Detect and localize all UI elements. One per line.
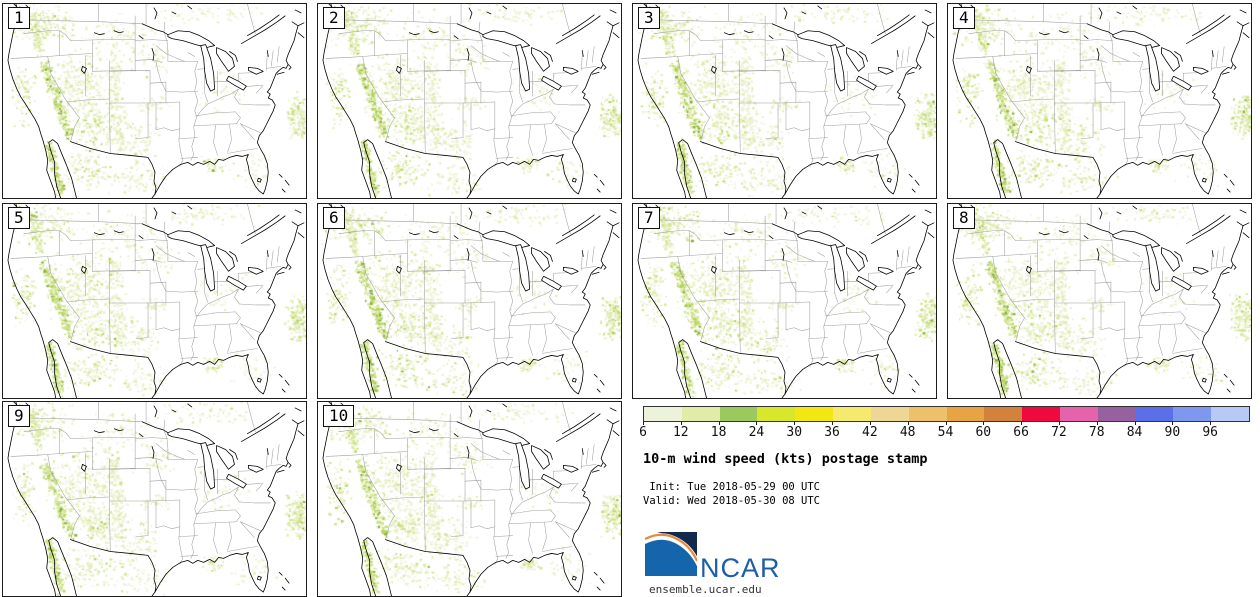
init-time-label: Init: Tue 2018-05-29 00 UTC <box>643 481 821 493</box>
member-number-label: 4 <box>953 7 975 29</box>
valid-time-label: Valid: Wed 2018-05-30 08 UTC <box>643 495 821 507</box>
ncar-logo-text: NCAR <box>700 553 781 583</box>
member-number-label: 5 <box>8 207 30 229</box>
wind-speed-shading-canvas <box>633 4 936 198</box>
colorbar-tick-label: 60 <box>975 425 992 440</box>
ensemble-member-panel: 5 <box>2 203 307 399</box>
colorbar-tickmark <box>1058 421 1060 425</box>
colorbar-tick-label: 36 <box>824 425 840 440</box>
member-number-label: 2 <box>323 7 345 29</box>
colorbar-tickmark <box>1021 421 1023 425</box>
member-number-label: 3 <box>638 7 660 29</box>
wind-speed-shading-canvas <box>318 4 621 198</box>
ncar-logo-icon <box>645 532 697 576</box>
colorbar-tick-label: 12 <box>672 425 689 440</box>
colorbar-tick-label: 54 <box>937 425 954 440</box>
colorbar-segment <box>1097 407 1136 421</box>
site-url: ensemble.ucar.edu <box>649 583 762 596</box>
colorbar-segment <box>719 407 758 421</box>
ensemble-member-panel: 8 <box>947 203 1252 399</box>
colorbar-tickmark <box>832 421 834 425</box>
wind-speed-shading-canvas <box>3 4 306 198</box>
colorbar-segment <box>946 407 985 421</box>
member-number-label: 1 <box>8 7 30 29</box>
ensemble-member-panel: 6 <box>317 203 622 399</box>
colorbar-tickmark <box>1134 421 1136 425</box>
us-basemap <box>7 402 305 596</box>
colorbar-tick-label: 24 <box>748 425 765 440</box>
colorbar-tick-label: 30 <box>786 425 803 440</box>
ensemble-member-panel: 3 <box>632 3 937 199</box>
colorbar-tick-label: 90 <box>1164 425 1181 440</box>
us-basemap <box>7 4 305 198</box>
colorbar-segment <box>1173 407 1212 421</box>
wind-speed-shading-canvas <box>3 204 306 398</box>
colorbar-tick-label: 66 <box>1013 425 1029 440</box>
colorbar-tickmark <box>794 421 796 425</box>
colorbar-segment <box>833 407 871 421</box>
colorbar-tickmark <box>680 421 682 425</box>
colorbar-segment <box>908 407 947 421</box>
colorbar-tick-label: 48 <box>899 425 916 440</box>
us-basemap <box>7 204 305 398</box>
ensemble-member-panel: 4 <box>947 3 1252 199</box>
colorbar-segment <box>1059 407 1098 421</box>
wind-speed-shading-canvas <box>3 402 306 596</box>
us-basemap <box>637 204 935 398</box>
colorbar-segment <box>984 407 1023 421</box>
colorbar-segment <box>1022 407 1060 421</box>
colorbar-tickmark <box>643 421 644 425</box>
member-number-label: 9 <box>8 405 30 427</box>
wind-speed-shading-canvas <box>318 402 621 596</box>
ensemble-member-panel: 2 <box>317 3 622 199</box>
colorbar-tickmark <box>718 421 720 425</box>
wind-speed-shading-canvas <box>948 4 1251 198</box>
member-number-label: 8 <box>953 207 975 229</box>
colorbar <box>643 406 1250 422</box>
colorbar-segment <box>681 407 720 421</box>
colorbar-tick-label: 42 <box>862 425 878 440</box>
colorbar-segment <box>644 407 682 421</box>
ensemble-member-panel: 10 <box>317 401 622 597</box>
colorbar-tickmark <box>756 421 758 425</box>
colorbar-segment <box>757 407 796 421</box>
colorbar-tickmark <box>907 421 909 425</box>
colorbar-segment <box>870 407 909 421</box>
colorbar-tick-label: 72 <box>1051 425 1067 440</box>
colorbar-tickmark <box>1210 421 1212 425</box>
us-basemap <box>952 4 1250 198</box>
ensemble-member-panel: 1 <box>2 3 307 199</box>
member-number-label: 6 <box>323 207 345 229</box>
colorbar-tick-label: 6 <box>639 425 647 440</box>
us-basemap <box>952 204 1250 398</box>
colorbar-tick-label: 78 <box>1088 425 1105 440</box>
member-number-label: 10 <box>323 405 355 427</box>
us-basemap <box>322 204 620 398</box>
colorbar-segment <box>795 407 834 421</box>
colorbar-tick-label: 84 <box>1126 425 1143 440</box>
colorbar-tickmark <box>1172 421 1174 425</box>
product-title: 10-m wind speed (kts) postage stamp <box>643 451 928 467</box>
colorbar-tickmark <box>1096 421 1098 425</box>
member-number-label: 7 <box>638 207 660 229</box>
colorbar-tickmark <box>945 421 947 425</box>
colorbar-tickmark <box>983 421 985 425</box>
colorbar-tick-label: 18 <box>710 425 727 440</box>
ensemble-member-panel: 9 <box>2 401 307 597</box>
wind-speed-shading-canvas <box>318 204 621 398</box>
us-basemap <box>322 4 620 198</box>
us-basemap <box>322 402 620 596</box>
ensemble-member-panel: 7 <box>632 203 937 399</box>
us-basemap <box>637 4 935 198</box>
wind-speed-shading-canvas <box>948 204 1251 398</box>
colorbar-segment <box>1135 407 1174 421</box>
colorbar-tick-label: 96 <box>1202 425 1219 440</box>
legend-block: 6 12 18 24 30 36 42 48 54 60 66 72 78 84 90 96 10-m win… <box>632 401 1260 597</box>
wind-speed-shading-canvas <box>633 204 936 398</box>
colorbar-segment <box>1211 407 1249 421</box>
colorbar-tickmark <box>869 421 871 425</box>
